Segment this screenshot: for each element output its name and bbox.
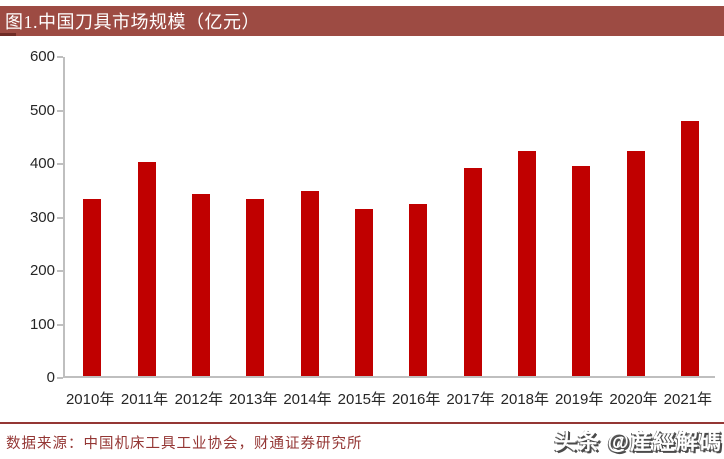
x-axis-tick-label: 2018年	[500, 391, 550, 408]
x-axis-tick-label: 2013年	[228, 391, 278, 408]
bar-2012年	[191, 194, 210, 376]
figure-title-banner: 图1.中国刀具市场规模（亿元）	[0, 6, 724, 36]
x-axis-tick-label: 2014年	[283, 391, 332, 408]
bar-2017年	[463, 168, 482, 376]
title-accent-mark	[0, 33, 16, 36]
y-axis-tick-label: 300	[29, 208, 55, 226]
x-axis-tick-label: 2016年	[391, 391, 441, 408]
y-axis-tick-mark	[57, 270, 63, 272]
y-axis-tick-mark	[57, 216, 63, 219]
x-axis-tick-label: 2017年	[446, 391, 495, 408]
bar-2020年	[626, 150, 645, 376]
bar-2021年	[680, 120, 699, 376]
bar-2018年	[517, 150, 536, 376]
y-axis-tick-label: 500	[29, 101, 55, 119]
bar-2010年	[83, 199, 102, 376]
bar-2016年	[409, 204, 428, 376]
y-axis-tick-mark	[57, 323, 63, 326]
figure-title: 图1.中国刀具市场规模（亿元）	[5, 12, 260, 32]
x-axis-tick-label: 2011年	[120, 391, 169, 408]
y-axis-tick-mark	[57, 56, 63, 58]
bar-2013年	[246, 199, 265, 376]
y-axis-tick-label: 100	[29, 315, 55, 333]
data-source-note: 数据来源：中国机床工具工业协会，财通证券研究所	[6, 436, 363, 452]
x-axis-tick-label: 2019年	[554, 391, 604, 408]
y-axis-tick-label: 600	[29, 48, 55, 65]
bar-2011年	[137, 162, 156, 376]
toutiao-watermark: 头条 @産經解碼	[554, 429, 722, 454]
y-axis-tick-label: 400	[29, 155, 55, 172]
bar-2019年	[572, 165, 591, 376]
bar-2014年	[300, 191, 319, 376]
plot-area	[63, 57, 715, 378]
x-axis-tick-label: 2015年	[337, 391, 387, 408]
y-axis-tick-mark	[57, 377, 63, 379]
y-axis-tick-label: 0	[46, 369, 55, 386]
x-axis-tick-label: 2012年	[174, 391, 224, 408]
x-axis-tick-label: 2010年	[65, 391, 115, 408]
y-axis-tick-label: 200	[29, 262, 55, 279]
x-axis-tick-label: 2020年	[609, 391, 658, 408]
footer-divider-line	[0, 422, 724, 424]
y-axis-tick-mark	[57, 109, 63, 112]
x-axis-tick-label: 2021年	[663, 391, 713, 408]
bar-2015年	[354, 209, 373, 376]
y-axis-tick-mark	[57, 163, 63, 165]
